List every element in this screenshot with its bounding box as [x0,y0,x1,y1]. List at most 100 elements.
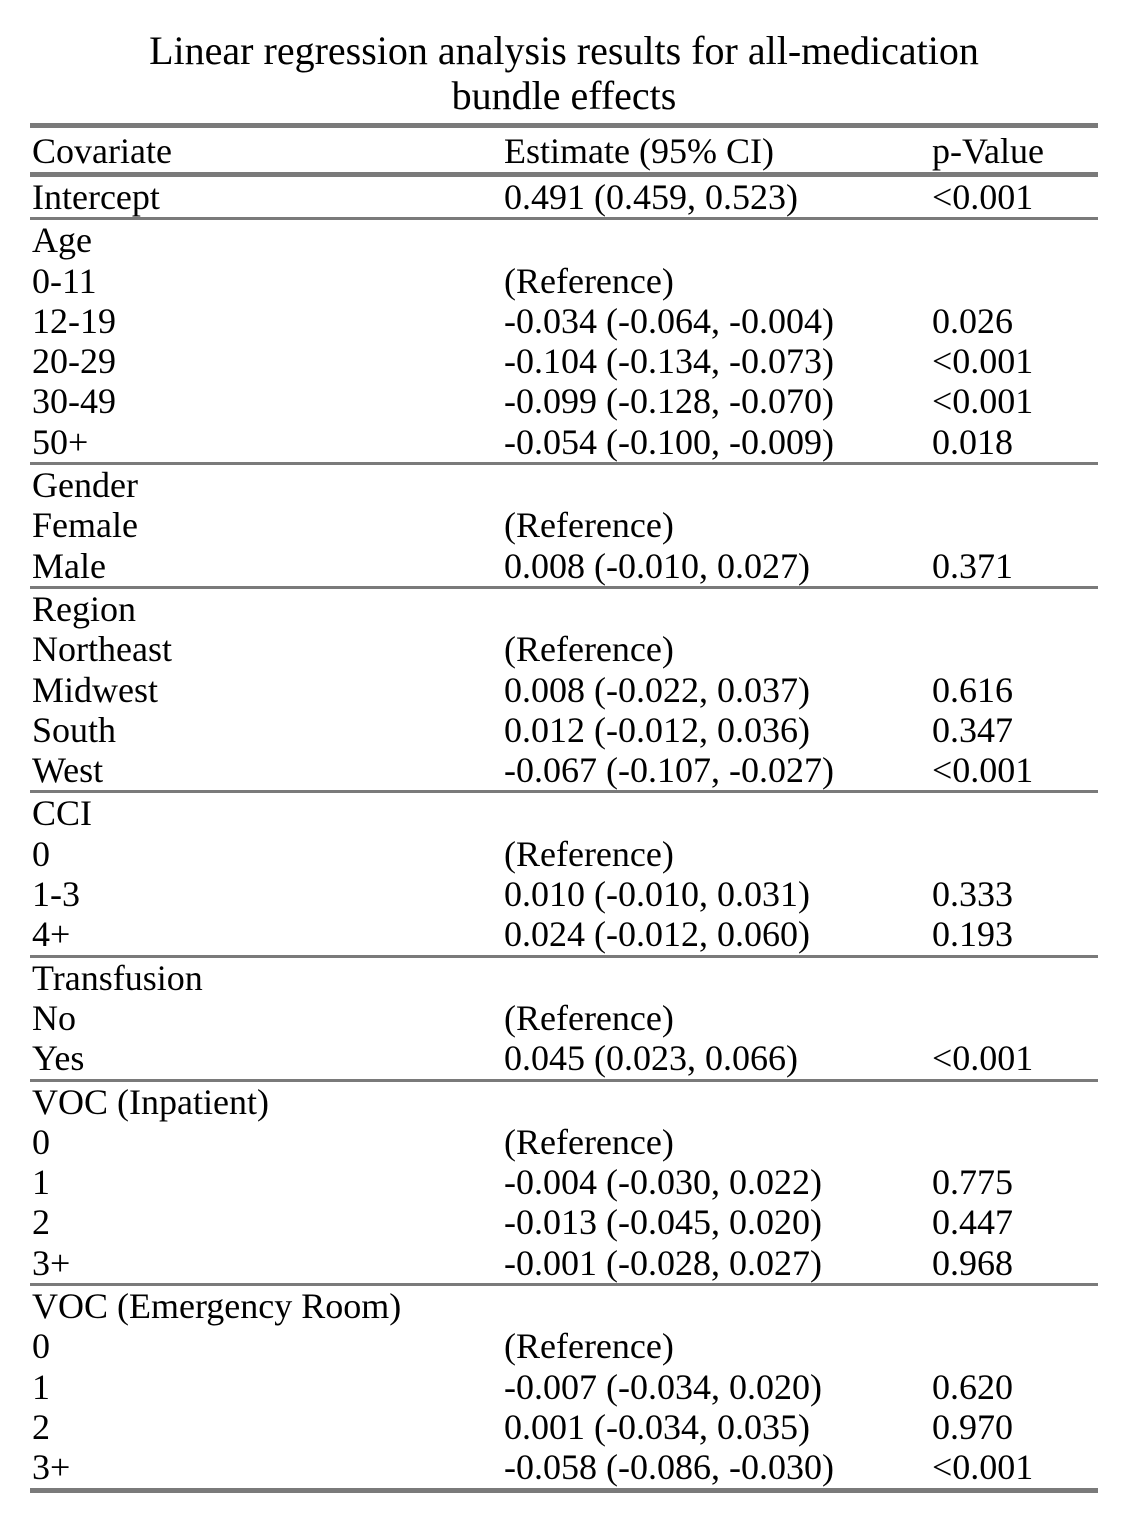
table-row: No (Reference) [30,998,1098,1038]
table-row: 3+ -0.001 (-0.028, 0.027) 0.968 [30,1243,1098,1283]
covariate-groups: Age 0-11 (Reference) 12-19 -0.034 (-0.064, -… [30,220,1098,1493]
table-row: 0 (Reference) [30,834,1098,874]
group-name: VOC (Emergency Room) [32,1286,402,1327]
table-row: Yes 0.045 (0.023, 0.066) <0.001 [30,1038,1098,1078]
row-label: 12-19 [32,300,116,341]
row-pvalue: 0.371 [932,545,1013,586]
row-pvalue: <0.001 [932,750,1034,791]
row-estimate: (Reference) [504,833,674,874]
table-row: Female (Reference) [30,505,1098,545]
row-label: 30-49 [32,381,116,422]
group-header-row: CCI [30,793,1098,833]
table-row: Midwest 0.008 (-0.022, 0.037) 0.616 [30,670,1098,710]
row-label: Yes [32,1038,85,1079]
table-row: 12-19 -0.034 (-0.064, -0.004) 0.026 [30,301,1098,341]
table-row: West -0.067 (-0.107, -0.027) <0.001 [30,750,1098,790]
row-estimate: -0.034 (-0.064, -0.004) [504,300,834,341]
section-rule [30,217,1098,221]
row-label: 0 [32,1326,50,1367]
intercept-label: Intercept [32,177,160,217]
section-rule [30,585,1098,589]
row-estimate: (Reference) [504,260,674,301]
row-estimate: -0.007 (-0.034, 0.020) [504,1366,822,1407]
row-estimate: 0.045 (0.023, 0.066) [504,1038,798,1079]
row-label: 50+ [32,421,89,462]
row-label: West [32,750,104,791]
table-title-line-1: Linear regression analysis results for a… [149,28,979,73]
row-label: 0-11 [32,260,97,301]
table-row: 1 -0.007 (-0.034, 0.020) 0.620 [30,1367,1098,1407]
row-estimate: -0.058 (-0.086, -0.030) [504,1447,834,1488]
row-label: 20-29 [32,341,116,382]
group-name: Transfusion [32,957,203,998]
row-pvalue: 0.193 [932,914,1013,955]
row-pvalue: 0.968 [932,1242,1013,1283]
row-label: 2 [32,1406,50,1447]
header-estimate: Estimate (95% CI) [504,131,774,171]
row-estimate: -0.013 (-0.045, 0.020) [504,1202,822,1243]
row-pvalue: <0.001 [932,381,1034,422]
section-rule [30,1283,1098,1287]
row-pvalue: 0.026 [932,300,1013,341]
section-rule [30,954,1098,958]
row-label: Male [32,545,106,586]
row-label: 3+ [32,1242,71,1283]
group-header-row: VOC (Inpatient) [30,1082,1098,1122]
row-label: No [32,997,76,1038]
row-label: 4+ [32,914,71,955]
row-estimate: -0.067 (-0.107, -0.027) [504,750,834,791]
table-title: Linear regression analysis results for a… [30,28,1098,118]
row-pvalue: 0.333 [932,874,1013,915]
row-estimate: (Reference) [504,505,674,546]
table-row: 0-11 (Reference) [30,261,1098,301]
table-row: 1-3 0.010 (-0.010, 0.031) 0.333 [30,874,1098,914]
group-header-row: Transfusion [30,958,1098,998]
intercept-row: Intercept 0.491 (0.459, 0.523) <0.001 [30,177,1098,217]
group-name: Gender [32,465,138,506]
section-rule [30,1078,1098,1082]
group-header-row: VOC (Emergency Room) [30,1286,1098,1326]
regression-table: Covariate Estimate (95% CI) p-Value Inte… [30,123,1098,1493]
row-estimate: (Reference) [504,629,674,670]
group-header-row: Age [30,220,1098,260]
row-estimate: 0.024 (-0.012, 0.060) [504,914,810,955]
row-pvalue: 0.347 [932,709,1013,750]
row-pvalue: 0.018 [932,421,1013,462]
table-title-line-2: bundle effects [451,73,677,118]
table-row: 2 -0.013 (-0.045, 0.020) 0.447 [30,1202,1098,1242]
row-pvalue: <0.001 [932,1038,1034,1079]
row-label: South [32,709,117,750]
row-estimate: -0.001 (-0.028, 0.027) [504,1242,822,1283]
group-name: VOC (Inpatient) [32,1081,269,1122]
row-label: 1 [32,1162,50,1203]
header-pvalue: p-Value [932,131,1044,171]
table-row: 3+ -0.058 (-0.086, -0.030) <0.001 [30,1447,1098,1487]
row-label: Female [32,505,138,546]
row-estimate: -0.004 (-0.030, 0.022) [504,1162,822,1203]
row-label: 1-3 [32,874,80,915]
row-pvalue: 0.616 [932,669,1013,710]
group-header-row: Gender [30,465,1098,505]
row-estimate: 0.012 (-0.012, 0.036) [504,709,810,750]
row-label: 1 [32,1366,50,1407]
row-pvalue: 0.775 [932,1162,1013,1203]
row-label: 2 [32,1202,50,1243]
row-label: 3+ [32,1447,71,1488]
group-header-row: Region [30,589,1098,629]
row-estimate: (Reference) [504,1326,674,1367]
row-label: Northeast [32,629,172,670]
row-pvalue: <0.001 [932,1447,1034,1488]
row-estimate: (Reference) [504,997,674,1038]
row-pvalue: 0.447 [932,1202,1013,1243]
header-row: Covariate Estimate (95% CI) p-Value [30,128,1098,172]
section-rule [30,790,1098,794]
table-row: Male 0.008 (-0.010, 0.027) 0.371 [30,546,1098,586]
table-row: 30-49 -0.099 (-0.128, -0.070) <0.001 [30,381,1098,421]
table-row: 50+ -0.054 (-0.100, -0.009) 0.018 [30,422,1098,462]
row-pvalue: <0.001 [932,341,1034,382]
table-row: South 0.012 (-0.012, 0.036) 0.347 [30,710,1098,750]
row-label: Midwest [32,669,158,710]
header-covariate: Covariate [32,131,172,171]
intercept-estimate: 0.491 (0.459, 0.523) [504,177,798,217]
table-row: 4+ 0.024 (-0.012, 0.060) 0.193 [30,914,1098,954]
